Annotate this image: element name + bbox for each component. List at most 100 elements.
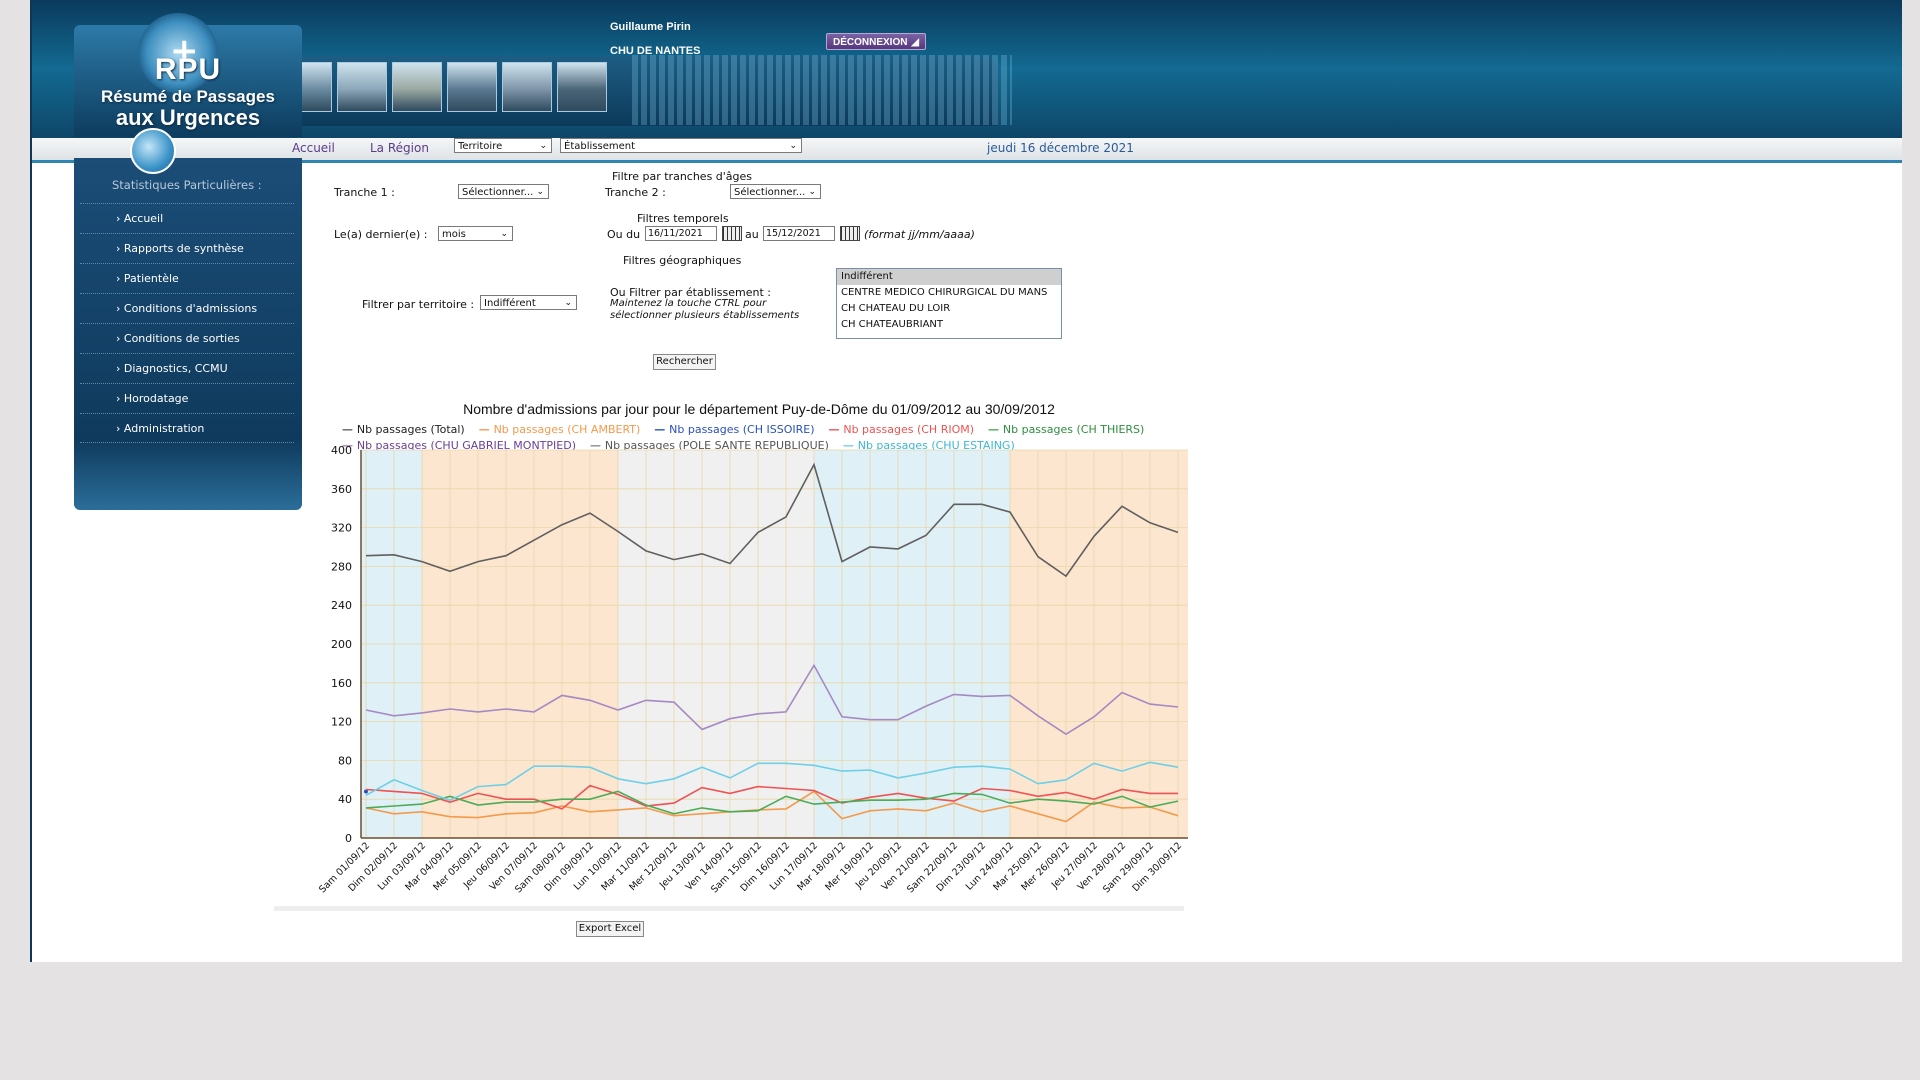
banner-equalizer — [632, 55, 1012, 125]
y-tick-label: 80 — [338, 754, 352, 767]
series-line — [365, 790, 1179, 823]
tranche1-select[interactable]: Sélectionner... ⌄ — [458, 184, 549, 199]
series-line — [365, 784, 1178, 810]
time-filter-title: Filtres temporels — [637, 212, 729, 225]
territory-select[interactable]: Territoire ⌄ — [454, 138, 552, 153]
user-name: Guillaume Pirin — [610, 21, 691, 33]
navigation-bar — [32, 138, 1902, 163]
territory-filter-select[interactable]: Indifférent ⌄ — [480, 295, 577, 310]
y-tick-label: 360 — [331, 483, 352, 496]
chevron-down-icon: ⌄ — [808, 187, 816, 197]
user-organization: CHU DE NANTES — [610, 45, 701, 57]
territory-select-value: Territoire — [458, 141, 503, 152]
y-tick-label: 120 — [331, 716, 352, 729]
sidebar-item-horodatage[interactable]: › Horodatage — [80, 383, 294, 413]
territory-filter-label: Filtrer par territoire : — [362, 298, 475, 311]
legend-entry[interactable]: — Nb passages (CHU GABRIEL MONTPIED) — [342, 439, 576, 452]
logo-line-1: Résumé de Passages — [101, 87, 275, 106]
tranche2-label: Tranche 2 : — [605, 186, 666, 199]
calendar-icon[interactable] — [722, 226, 742, 241]
territory-filter-value: Indifférent — [484, 298, 536, 309]
sidebar-item-sorties[interactable]: › Conditions de sorties — [80, 323, 294, 353]
legend-swatch: — — [342, 423, 357, 436]
sidebar-item-rapports[interactable]: › Rapports de synthèse — [80, 233, 294, 263]
tranche2-value: Sélectionner... — [734, 187, 806, 198]
legend-label: Nb passages (CH THIERS) — [1002, 423, 1145, 436]
geo-filter-title: Filtres géographiques — [623, 254, 742, 267]
establishment-select[interactable]: Établissement ⌄ — [560, 138, 802, 153]
logo-ring — [138, 13, 218, 93]
logo-line-2: aux Urgences — [115, 105, 261, 130]
x-tick-label: Dim 02/09/12 — [346, 840, 400, 894]
date-format-hint: (format jj/mm/aaaa) — [864, 228, 975, 241]
listbox-option[interactable]: CENTRE MEDICO CHIRURGICAL DU MANS — [841, 287, 1048, 298]
legend-entry[interactable]: — Nb passages (CHU ESTAING) — [843, 439, 1015, 452]
legend-swatch: — — [590, 439, 605, 452]
logo-abbr: RPU — [154, 53, 222, 86]
calendar-icon[interactable] — [840, 226, 860, 241]
legend-entry[interactable]: — Nb passages (CH RIOM) — [829, 423, 975, 436]
age-filter-title: Filtre par tranches d'âges — [612, 170, 753, 183]
banner-photo — [557, 62, 607, 112]
legend-entry[interactable]: — Nb passages (CH THIERS) — [988, 423, 1144, 436]
establishment-listbox[interactable]: Indifférent CENTRE MEDICO CHIRURGICAL DU… — [836, 268, 1062, 339]
y-tick-label: 40 — [338, 793, 352, 806]
legend-entry[interactable]: — Nb passages (POLE SANTE REPUBLIQUE) — [590, 439, 829, 452]
listbox-option[interactable]: Indifférent — [837, 269, 1061, 285]
page-frame: Guillaume Pirin CHU DE NANTES DÉCONNEXIO… — [30, 0, 1902, 962]
header-banner: Guillaume Pirin CHU DE NANTES DÉCONNEXIO… — [32, 0, 1902, 138]
sidebar-item-administration[interactable]: › Administration — [80, 413, 294, 443]
legend-swatch: — — [842, 439, 858, 452]
x-tick-label: Dim 09/09/12 — [542, 840, 596, 894]
y-tick-label: 400 — [331, 444, 352, 457]
current-date: jeudi 16 décembre 2021 — [987, 141, 1134, 155]
last-period-label: Le(a) dernier(e) : — [334, 228, 428, 241]
x-tick-label: Dim 23/09/12 — [934, 840, 988, 894]
y-tick-label: 160 — [331, 677, 352, 690]
banner-photo — [392, 62, 442, 112]
listbox-option[interactable]: CH CHATEAU DU LOIR — [841, 303, 951, 314]
establishment-hint-1: Maintenez la touche CTRL pour — [610, 298, 767, 309]
logout-button[interactable]: DÉCONNEXION ◢ — [826, 33, 926, 50]
export-excel-button[interactable]: Export Excel — [576, 921, 644, 937]
last-period-value: mois — [442, 229, 466, 240]
listbox-option[interactable]: CH CHATEAUBRIANT — [841, 319, 944, 330]
legend-entry[interactable]: — Nb passages (CH ISSOIRE) — [654, 423, 814, 436]
rpu-logo: + RPU Résumé de Passages aux Urgences — [74, 13, 302, 137]
y-tick-label: 0 — [345, 832, 352, 845]
legend-label: Nb passages (POLE SANTE REPUBLIQUE) — [604, 439, 829, 452]
legend-label: Nb passages (CH ISSOIRE) — [669, 423, 815, 436]
y-tick-label: 200 — [331, 638, 352, 651]
legend-entry[interactable]: — Nb passages (Total) — [342, 423, 465, 436]
tranche2-select[interactable]: Sélectionner... ⌄ — [730, 184, 821, 199]
legend-label: Nb passages (CH AMBERT) — [493, 423, 641, 436]
from-date-input[interactable]: 16/11/2021 — [645, 226, 717, 241]
establishment-select-value: Établissement — [564, 141, 635, 152]
nav-home-link[interactable]: Accueil — [292, 141, 335, 155]
globe-icon — [130, 128, 176, 174]
x-tick-label: Dim 16/09/12 — [738, 840, 792, 894]
chart-footer-bar — [274, 906, 1184, 911]
legend-label: Nb passages (CHU GABRIEL MONTPIED) — [356, 439, 576, 452]
sidebar-item-admissions[interactable]: › Conditions d'admissions — [80, 293, 294, 323]
tranche1-label: Tranche 1 : — [334, 186, 395, 199]
logout-label: DÉCONNEXION — [833, 37, 908, 48]
search-button[interactable]: Rechercher — [653, 354, 716, 370]
legend-label: Nb passages (CHU ESTAING) — [857, 439, 1015, 452]
last-period-select[interactable]: mois ⌄ — [438, 226, 513, 241]
sidebar-item-accueil[interactable]: › Accueil — [80, 203, 294, 233]
establishment-hint-2: sélectionner plusieurs établissements — [610, 310, 800, 321]
legend-swatch: — — [654, 423, 670, 436]
x-tick-label: Dim 30/09/12 — [1130, 840, 1184, 894]
legend-swatch: — — [828, 423, 844, 436]
to-date-input[interactable]: 15/12/2021 — [763, 226, 835, 241]
sidebar-item-patientele[interactable]: › Patientèle — [80, 263, 294, 293]
sidebar-item-diagnostics[interactable]: › Diagnostics, CCMU — [80, 353, 294, 383]
series-line — [365, 663, 1179, 736]
from-label: Ou du — [607, 228, 641, 241]
chart-title: Nombre d'admissions par jour pour le dép… — [463, 401, 1055, 417]
chevron-down-icon: ⌄ — [500, 229, 508, 239]
legend-entry[interactable]: — Nb passages (CH AMBERT) — [479, 423, 641, 436]
nav-region-link[interactable]: La Région — [370, 141, 429, 155]
